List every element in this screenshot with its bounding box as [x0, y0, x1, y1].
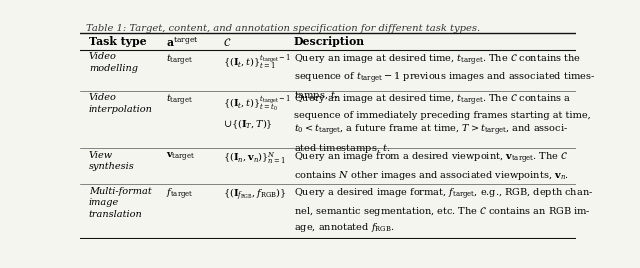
Text: Query a desired image format, $f_{\mathrm{target}}$, e.g., RGB, depth chan-
nel,: Query a desired image format, $f_{\mathr… — [294, 187, 593, 234]
Text: Multi-format
image
translation: Multi-format image translation — [89, 187, 152, 219]
Text: $\{(\mathbf{I}_t, t)\}_{t=1}^{t_{\mathrm{target}}-1}$: $\{(\mathbf{I}_t, t)\}_{t=1}^{t_{\mathrm… — [223, 53, 291, 72]
Text: Video
modelling: Video modelling — [89, 53, 138, 73]
Text: $\mathbf{v}_{\mathrm{target}}$: $\mathbf{v}_{\mathrm{target}}$ — [166, 151, 195, 164]
Text: Table 1: Target, content, and annotation specification for different task types.: Table 1: Target, content, and annotation… — [86, 24, 480, 33]
Text: Query an image at desired time, $t_{\mathrm{target}}$. The $\mathcal{C}$ contain: Query an image at desired time, $t_{\mat… — [294, 53, 595, 102]
Text: Description: Description — [294, 36, 365, 47]
Text: $\{(\mathbf{I}_{f_{\mathrm{RGB}}}, f_{\mathrm{RGB}})\}$: $\{(\mathbf{I}_{f_{\mathrm{RGB}}}, f_{\m… — [223, 187, 287, 203]
Text: Video
interpolation: Video interpolation — [89, 93, 153, 114]
Text: View
synthesis: View synthesis — [89, 151, 134, 171]
Text: $\mathbf{a}^{\mathrm{target}}$: $\mathbf{a}^{\mathrm{target}}$ — [166, 35, 199, 49]
Text: Query an image at desired time, $t_{\mathrm{target}}$. The $\mathcal{C}$ contain: Query an image at desired time, $t_{\mat… — [294, 93, 591, 155]
Text: $t_{\mathrm{target}}$: $t_{\mathrm{target}}$ — [166, 53, 193, 68]
Text: $\{(\mathbf{I}_n, \mathbf{v}_n)\}_{n=1}^{N}$: $\{(\mathbf{I}_n, \mathbf{v}_n)\}_{n=1}^… — [223, 151, 285, 166]
Text: Query an image from a desired viewpoint, $\mathbf{v}_{\mathrm{target}}$. The $\m: Query an image from a desired viewpoint,… — [294, 151, 568, 182]
Text: $\mathcal{C}$: $\mathcal{C}$ — [223, 36, 231, 48]
Text: $t_{\mathrm{target}}$: $t_{\mathrm{target}}$ — [166, 93, 193, 109]
Text: $f_{\mathrm{target}}$: $f_{\mathrm{target}}$ — [166, 187, 194, 202]
Text: $\{(\mathbf{I}_t, t)\}_{t=t_0}^{t_{\mathrm{target}}-1}$
$\cup\{(\mathbf{I}_T, T): $\{(\mathbf{I}_t, t)\}_{t=t_0}^{t_{\math… — [223, 93, 291, 131]
Text: Task type: Task type — [89, 36, 147, 47]
